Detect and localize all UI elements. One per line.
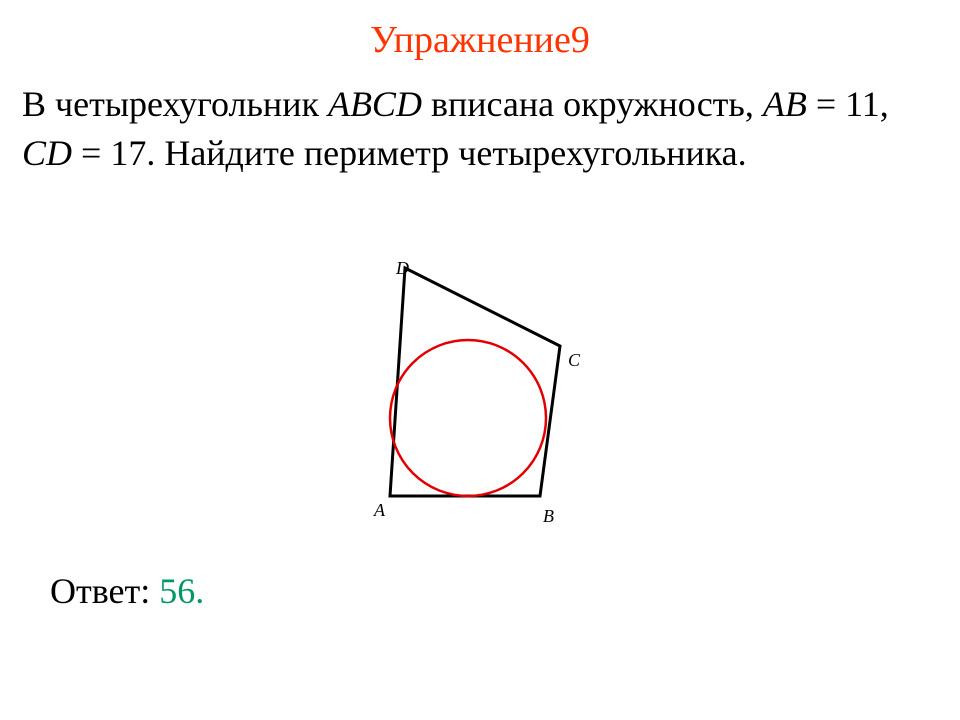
problem-text: В четырехугольник ABCD вписана окружност… [22, 80, 930, 177]
inscribed-circle [390, 340, 546, 496]
exercise-title: Упражнение9 [0, 18, 960, 62]
vertex-label-c: C [568, 350, 580, 371]
problem-eq2: = 17. Найдите периметр четырехугольника. [72, 133, 747, 173]
var-ab: AB [763, 84, 807, 124]
slide-page: Упражнение9 В четырехугольник ABCD вписа… [0, 0, 960, 720]
vertex-label-a: A [374, 500, 385, 521]
answer-label: Ответ: [50, 571, 159, 611]
vertex-label-b: B [543, 506, 554, 527]
problem-mid1: вписана окружность, [422, 84, 763, 124]
problem-eq1: = 11, [807, 84, 889, 124]
answer-line: Ответ: 56. [50, 570, 204, 612]
var-cd: CD [22, 133, 72, 173]
quadrilateral [390, 268, 560, 496]
answer-value: 56. [159, 571, 204, 611]
figure-svg [350, 248, 610, 528]
geometry-figure: D C A B [350, 248, 610, 528]
vertex-label-d: D [396, 258, 409, 279]
problem-prefix: В четырехугольник [22, 84, 328, 124]
var-abcd: ABCD [328, 84, 422, 124]
